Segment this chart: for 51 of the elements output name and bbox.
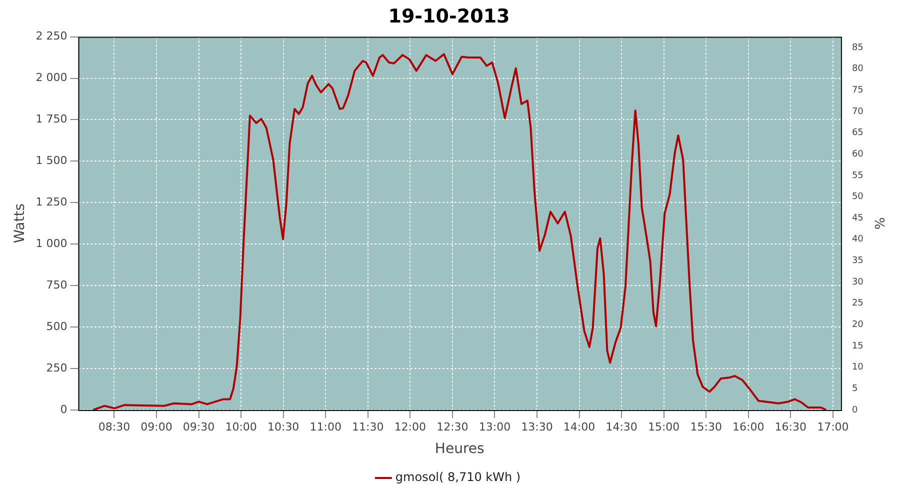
x-tick-label: 11:00 (310, 420, 342, 434)
y2-tick-label: 40 (852, 234, 864, 245)
x-tick-label: 11:30 (352, 420, 384, 434)
y2-tick-label: 10 (852, 362, 864, 373)
chart-title: 19-10-2013 (388, 5, 510, 28)
y-tick-label: 250 (46, 361, 68, 374)
y-tick-label: 1 750 (36, 112, 68, 126)
x-tick-label: 09:30 (182, 420, 215, 434)
x-tick-label: 13:00 (478, 420, 511, 434)
x-tick-label: 14:00 (563, 420, 596, 434)
x-tick-label: 08:30 (98, 420, 130, 434)
x-tick-label: 10:00 (225, 420, 257, 434)
y2-tick-label: 15 (852, 341, 864, 352)
y-tick-label: 2 250 (36, 30, 68, 43)
legend-label: gmosol( 8,710 kWh ) (395, 470, 521, 484)
x-tick-label: 15:00 (648, 420, 680, 434)
x-tick-label: 15:30 (690, 420, 722, 434)
y2-tick-label: 5 (852, 384, 858, 394)
y-tick-label: 750 (46, 278, 68, 292)
x-tick-label: 13:30 (521, 420, 553, 434)
x-tick-label: 12:30 (436, 420, 468, 434)
y2-tick-label: 50 (852, 192, 864, 202)
y-axis-title: Watts (12, 203, 28, 244)
y2-tick-label: 35 (852, 256, 864, 266)
y-tick-label: 2 000 (36, 71, 68, 84)
x-axis-title: Heures (434, 441, 484, 458)
x-tick-label: 16:30 (774, 420, 806, 434)
y2-axis-title: % (870, 217, 886, 230)
y-tick-label: 0 (60, 402, 68, 416)
y2-tick-label: 45 (852, 213, 864, 224)
x-tick-label: 09:00 (140, 420, 172, 434)
y2-tick-label: 85 (852, 42, 864, 53)
y2-tick-label: 0 (852, 405, 858, 416)
y-tick-label: 1 500 (36, 154, 68, 168)
y2-tick-label: 55 (852, 170, 864, 181)
x-tick-label: 10:30 (267, 420, 300, 434)
y-tick-label: 1 000 (36, 236, 68, 250)
y2-tick-label: 80 (852, 64, 864, 74)
y2-tick-label: 65 (852, 128, 864, 138)
x-tick-label: 14:30 (606, 420, 638, 434)
y-tick-label: 500 (46, 320, 68, 333)
y2-tick-label: 70 (852, 106, 864, 117)
y2-tick-label: 20 (852, 320, 864, 330)
y-tick-label: 1 250 (36, 196, 68, 209)
y2-tick-label: 25 (852, 298, 864, 309)
x-tick-label: 17:00 (817, 420, 849, 434)
x-tick-label: 16:00 (732, 420, 764, 434)
y2-tick-label: 75 (852, 85, 864, 96)
x-tick-label: 12:00 (394, 420, 426, 434)
y2-tick-label: 30 (852, 277, 864, 288)
y2-tick-label: 60 (852, 149, 864, 160)
